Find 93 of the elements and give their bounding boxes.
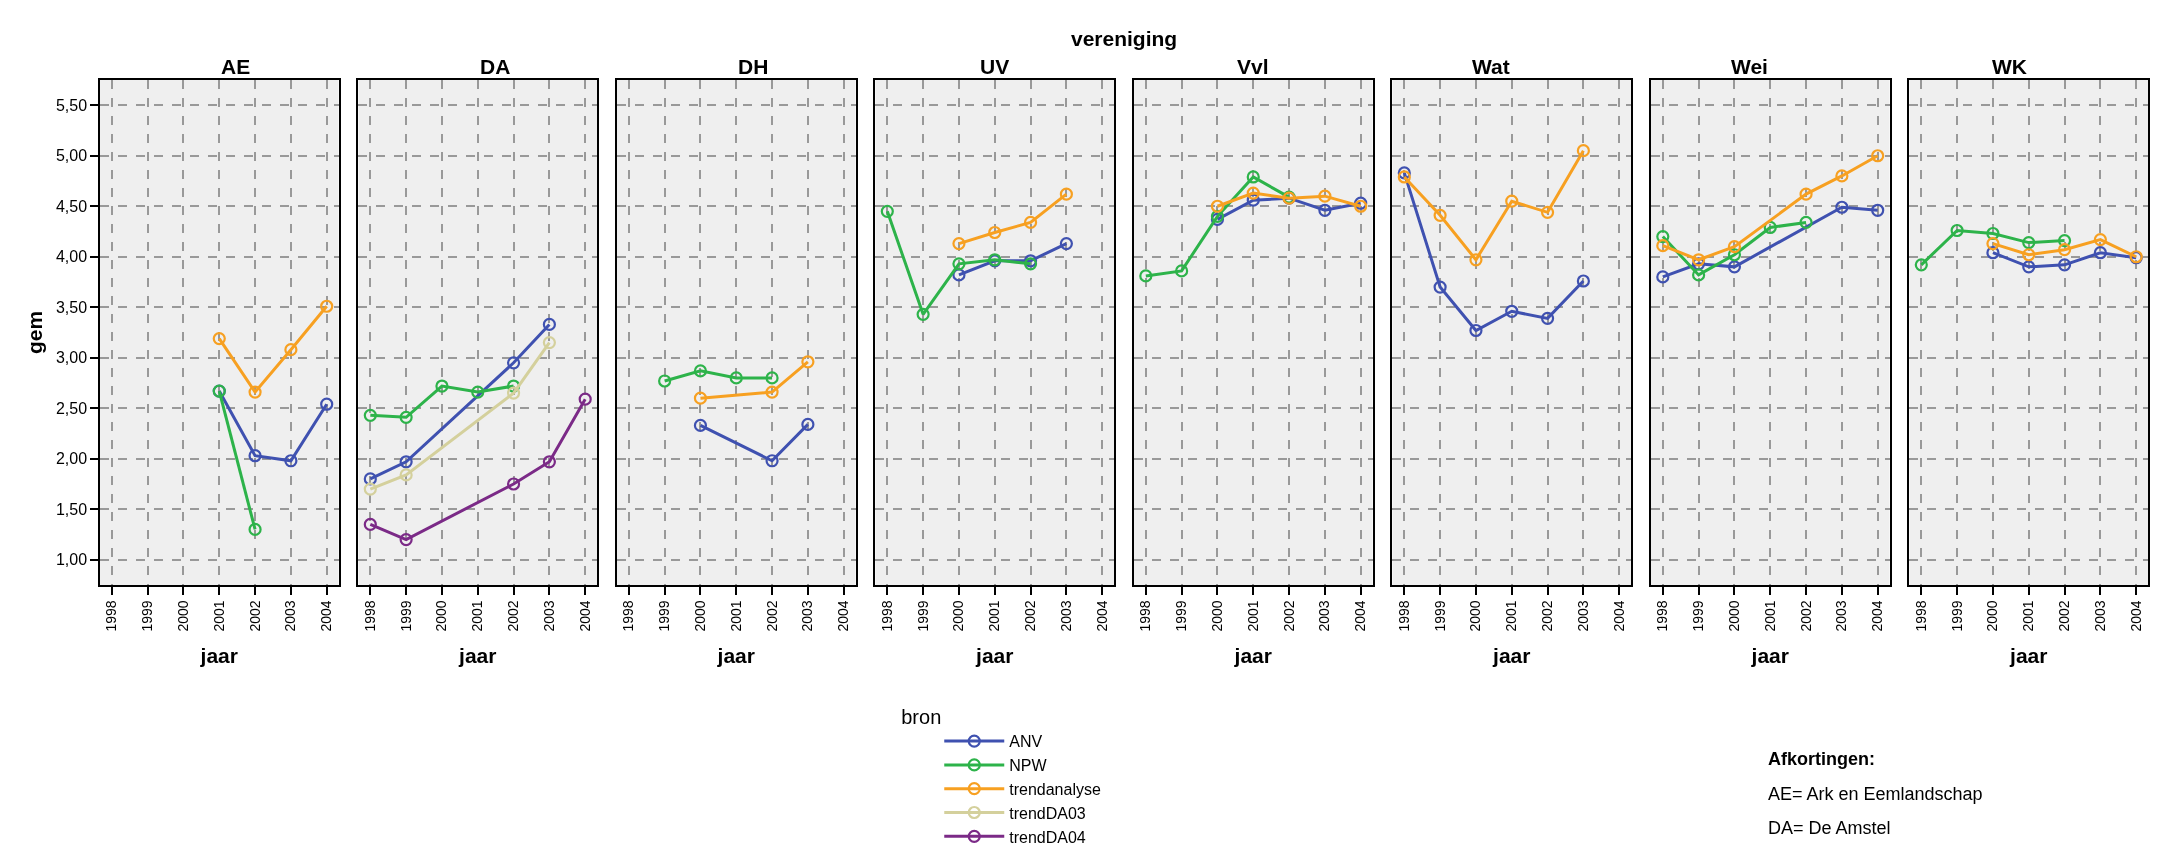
x-tick-label: 2000: [950, 600, 967, 632]
x-tick-label: 2002: [246, 600, 263, 632]
chart-title: WK: [1992, 55, 2027, 78]
x-tick-label: 2000: [692, 600, 708, 632]
text: vereniging: [1071, 27, 1178, 50]
text: AE= Ark en Eemlandschap: [1768, 784, 1983, 804]
x-axis-title: jaar: [975, 644, 1014, 668]
y-tick-label: 3,00: [55, 349, 88, 367]
x-tick-label: 1998: [1137, 600, 1154, 632]
x-tick-label: 2001: [2020, 600, 2037, 632]
x-tick-label: 1999: [656, 600, 673, 632]
x-tick-label: 2004: [1352, 600, 1369, 632]
x-axis-title: jaar: [458, 644, 497, 668]
x-tick-label: 1999: [1431, 600, 1448, 632]
y-tick-label: 4,50: [55, 197, 88, 215]
x-tick-label: 1999: [1173, 600, 1190, 632]
x-tick-label: 2000: [1725, 600, 1742, 632]
y-tick-label: 1,00: [55, 551, 88, 569]
x-tick-label: 1998: [1395, 600, 1412, 632]
legend-label: trendDA04: [1009, 828, 1086, 846]
x-tick-label: 1998: [1912, 600, 1929, 632]
x-tick-label: 2001: [1761, 600, 1778, 632]
chart-title: AE: [221, 55, 251, 78]
x-tick-label: 2001: [1503, 600, 1520, 632]
x-tick-label: 2003: [282, 600, 299, 632]
x-tick-label: 2004: [318, 600, 335, 632]
x-tick-label: 2001: [1244, 600, 1261, 632]
y-tick-label: 4,00: [55, 248, 88, 266]
x-tick-label: 1999: [397, 600, 414, 632]
chart-title: Vvl: [1237, 55, 1269, 78]
x-tick-label: 2000: [1208, 600, 1225, 632]
x-axis-title: jaar: [716, 644, 755, 668]
legend-label: ANV: [1009, 733, 1043, 751]
x-axis-title: jaar: [2009, 644, 2048, 668]
x-tick-label: 2004: [835, 600, 852, 632]
legend-title: bron: [901, 706, 942, 729]
x-tick-label: 1999: [1690, 600, 1707, 632]
x-tick-label: 2001: [469, 600, 486, 632]
chart-title: DA: [480, 55, 511, 78]
legend-label: trendanalyse: [1009, 780, 1101, 798]
y-axis-title: gem: [22, 310, 46, 355]
y-tick-label: 3,50: [55, 298, 88, 316]
x-axis-title: jaar: [199, 644, 238, 668]
text: DA= De Amstel: [1768, 818, 1891, 838]
x-tick-label: 1998: [1654, 600, 1671, 632]
x-tick-label: 2002: [2056, 600, 2073, 632]
x-tick-label: 2004: [576, 600, 593, 632]
x-tick-label: 2004: [2127, 600, 2144, 632]
chart-title: UV: [980, 55, 1010, 78]
x-tick-label: 2003: [1316, 600, 1333, 632]
y-tick-label: 5,50: [55, 96, 88, 114]
legend-label: NPW: [1009, 757, 1048, 775]
x-tick-label: 1998: [620, 600, 637, 632]
x-tick-label: 2003: [540, 600, 557, 632]
x-tick-label: 2000: [1984, 600, 2001, 632]
x-tick-label: 2002: [1539, 600, 1556, 632]
x-tick-label: 2001: [727, 600, 744, 632]
x-tick-label: 2000: [175, 600, 191, 632]
y-tick-label: 5,00: [55, 147, 88, 165]
y-tick-label: 2,50: [55, 399, 88, 417]
x-tick-label: 1998: [878, 600, 895, 632]
text: Afkortingen:: [1768, 749, 1875, 769]
x-tick-label: 1999: [139, 600, 156, 632]
chart-title: Wei: [1731, 55, 1768, 78]
x-tick-label: 1998: [103, 600, 120, 632]
x-axis-title: jaar: [1750, 644, 1789, 668]
x-tick-label: 2004: [1869, 600, 1886, 632]
x-tick-label: 1999: [1948, 600, 1965, 632]
x-tick-label: 2000: [433, 600, 450, 632]
x-tick-label: 2002: [1022, 600, 1039, 632]
x-tick-label: 2002: [763, 600, 780, 632]
y-tick-label: 1,50: [55, 500, 88, 518]
x-tick-label: 2003: [799, 600, 816, 632]
x-tick-label: 2002: [505, 600, 522, 632]
x-tick-label: 2003: [1574, 600, 1591, 632]
x-tick-label: 2003: [2091, 600, 2108, 632]
x-tick-label: 2003: [1833, 600, 1850, 632]
x-tick-label: 2000: [1467, 600, 1484, 632]
x-tick-label: 2001: [210, 600, 227, 632]
x-axis-title: jaar: [1233, 644, 1272, 668]
x-tick-label: 2004: [1610, 600, 1627, 632]
legend-label: trendDA03: [1009, 804, 1086, 822]
chart-title: DH: [738, 55, 769, 78]
x-tick-label: 1998: [361, 600, 378, 632]
chart-title: Wat: [1472, 55, 1510, 78]
x-tick-label: 2001: [986, 600, 1003, 632]
x-tick-label: 2002: [1797, 600, 1814, 632]
x-tick-label: 2004: [1093, 600, 1110, 632]
x-tick-label: 2002: [1280, 600, 1297, 632]
x-axis-title: jaar: [1492, 644, 1531, 668]
x-tick-label: 2003: [1057, 600, 1074, 632]
x-tick-label: 1999: [914, 600, 931, 632]
y-tick-label: 2,00: [55, 450, 88, 468]
